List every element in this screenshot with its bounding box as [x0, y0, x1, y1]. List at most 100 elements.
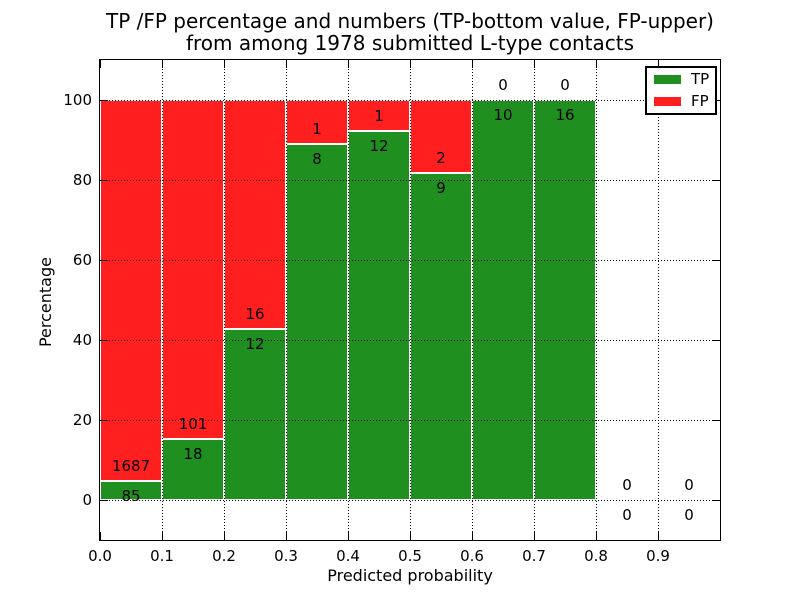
x-tick-label: 0.0 [88, 547, 112, 565]
x-tick-mark-bottom [596, 532, 597, 540]
bar-annotation-fp: 1 [374, 106, 384, 125]
y-gridline [100, 340, 720, 341]
y-tick-mark-left [100, 180, 108, 181]
x-tick-label: 0.5 [398, 547, 422, 565]
x-tick-label: 0.6 [460, 547, 484, 565]
x-tick-mark-top [162, 60, 163, 68]
chart-title: TP /FP percentage and numbers (TP-bottom… [100, 10, 720, 54]
y-gridline [100, 420, 720, 421]
x-tick-mark-bottom [472, 532, 473, 540]
legend: TP FP [645, 66, 717, 115]
x-tick-label: 0.2 [212, 547, 236, 565]
legend-swatch-tp [654, 75, 681, 84]
y-tick-mark-left [100, 100, 108, 101]
bar-annotation-tp: 8 [312, 150, 322, 169]
bar-tp-segment [224, 328, 286, 500]
y-tick-mark-left [100, 420, 108, 421]
x-tick-mark-top [596, 60, 597, 68]
x-tick-label: 0.4 [336, 547, 360, 565]
bar-tp-segment [472, 100, 534, 500]
y-tick-mark-left [100, 340, 108, 341]
bar-annotation-tp: 9 [436, 178, 446, 197]
x-gridline [162, 60, 163, 540]
y-tick-label: 100 [63, 91, 92, 109]
x-tick-mark-top [224, 60, 225, 68]
bar-annotation-fp: 0 [684, 476, 694, 494]
bar-tp-segment [534, 100, 596, 500]
bar-annotation-fp: 1 [312, 120, 322, 139]
bar-annotation-fp: 0 [622, 476, 632, 494]
y-gridline [100, 180, 720, 181]
bar-tp-segment [348, 130, 410, 500]
legend-label-tp: TP [691, 70, 710, 88]
y-tick-mark-left [100, 500, 108, 501]
y-tick-mark-right [712, 500, 720, 501]
x-gridline [658, 60, 659, 540]
bar-fp-segment [162, 100, 224, 440]
x-tick-mark-top [534, 60, 535, 68]
x-gridline [472, 60, 473, 540]
x-tick-mark-top [348, 60, 349, 68]
x-tick-label: 0.3 [274, 547, 298, 565]
bar-annotation-fp: 0 [498, 76, 508, 94]
legend-swatch-fp [654, 97, 681, 106]
x-tick-mark-top [658, 60, 659, 68]
y-tick-label: 0 [82, 491, 92, 509]
x-tick-mark-bottom [410, 532, 411, 540]
x-tick-label: 0.9 [646, 547, 670, 565]
x-tick-mark-top [286, 60, 287, 68]
y-tick-mark-right [712, 420, 720, 421]
bar-annotation-tp: 10 [493, 106, 513, 124]
y-tick-label: 40 [72, 331, 92, 349]
y-tick-mark-right [712, 260, 720, 261]
chart-title-line2: from among 1978 submitted L-type contact… [185, 31, 635, 55]
x-axis-label: Predicted probability [327, 566, 493, 585]
legend-item-tp: TP [654, 70, 710, 89]
bar-annotation-fp: 0 [560, 76, 570, 94]
x-tick-mark-top [472, 60, 473, 68]
x-gridline [348, 60, 349, 540]
bar-annotation-tp: 12 [369, 136, 389, 155]
bar-tp-segment [100, 480, 162, 500]
bar-annotation-tp: 85 [121, 486, 141, 505]
x-gridline [286, 60, 287, 540]
bar-annotation-tp: 16 [555, 106, 575, 124]
bar-fp-segment [224, 100, 286, 329]
x-tick-label: 0.1 [150, 547, 174, 565]
bar-annotation-fp: 101 [178, 415, 208, 434]
x-tick-label: 0.7 [522, 547, 546, 565]
bar-annotation-tp: 18 [183, 445, 203, 464]
x-tick-mark-bottom [224, 532, 225, 540]
bar-annotation-fp: 1687 [111, 456, 151, 475]
bar-annotation-fp: 16 [245, 304, 265, 323]
y-axis-label: Percentage [36, 257, 55, 348]
x-gridline [224, 60, 225, 540]
y-tick-mark-right [712, 180, 720, 181]
bar-fp-segment [100, 100, 162, 481]
bar-fp-segment [410, 100, 472, 173]
x-gridline [596, 60, 597, 540]
x-tick-mark-bottom [162, 532, 163, 540]
legend-label-fp: FP [691, 92, 709, 110]
y-gridline [100, 260, 720, 261]
bar-annotation-tp: 0 [622, 506, 632, 524]
bar-annotation-fp: 2 [436, 148, 446, 167]
x-tick-mark-bottom [534, 532, 535, 540]
x-gridline [534, 60, 535, 540]
bar-tp-segment [410, 172, 472, 500]
y-tick-mark-right [712, 340, 720, 341]
x-tick-mark-top [410, 60, 411, 68]
y-tick-label: 20 [72, 411, 92, 429]
x-gridline [410, 60, 411, 540]
bar-annotation-tp: 0 [684, 506, 694, 524]
x-tick-mark-top [100, 60, 101, 68]
chart-title-line1: TP /FP percentage and numbers (TP-bottom… [106, 9, 714, 33]
bar-annotation-tp: 12 [245, 334, 265, 353]
x-tick-mark-bottom [286, 532, 287, 540]
y-gridline [100, 100, 720, 101]
y-tick-mark-left [100, 260, 108, 261]
bar-tp-segment [286, 144, 348, 500]
x-tick-mark-bottom [100, 532, 101, 540]
y-tick-label: 80 [72, 171, 92, 189]
